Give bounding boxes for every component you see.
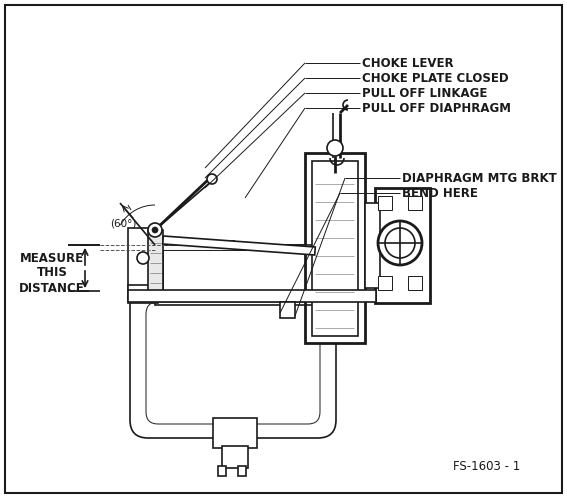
Bar	[378, 276, 392, 290]
Bar	[128, 290, 376, 302]
Polygon shape	[280, 302, 295, 318]
Bar	[238, 466, 246, 476]
Text: CHOKE LEVER: CHOKE LEVER	[362, 56, 454, 70]
Text: PULL OFF LINKAGE: PULL OFF LINKAGE	[362, 87, 488, 100]
Text: Open: Open	[228, 240, 259, 250]
Bar	[305, 153, 365, 343]
Bar	[213, 418, 257, 448]
Text: DIAPHRAGM MTG BRKT: DIAPHRAGM MTG BRKT	[402, 171, 557, 184]
Bar	[312, 161, 358, 336]
Polygon shape	[163, 236, 315, 255]
Bar	[365, 203, 380, 288]
FancyBboxPatch shape	[130, 287, 336, 438]
Bar	[222, 446, 248, 468]
Bar	[408, 196, 422, 210]
FancyBboxPatch shape	[146, 302, 320, 424]
Bar	[375, 188, 430, 303]
Text: BEND HERE: BEND HERE	[402, 186, 478, 200]
Text: CHOKE PLATE CLOSED: CHOKE PLATE CLOSED	[362, 72, 509, 85]
Text: MEASURE
THIS
DISTANCE: MEASURE THIS DISTANCE	[19, 251, 85, 294]
Bar	[378, 196, 392, 210]
Text: PULL OFF DIAPHRAGM: PULL OFF DIAPHRAGM	[362, 102, 511, 115]
Bar	[128, 228, 158, 288]
Circle shape	[207, 174, 217, 184]
Circle shape	[137, 252, 149, 264]
Bar	[155, 245, 340, 305]
Circle shape	[152, 227, 158, 233]
Bar	[163, 250, 333, 300]
Circle shape	[378, 221, 422, 265]
Bar	[128, 285, 158, 303]
Polygon shape	[148, 230, 163, 293]
Bar	[408, 276, 422, 290]
Bar	[218, 466, 226, 476]
Circle shape	[385, 228, 415, 258]
Circle shape	[148, 223, 162, 237]
Circle shape	[327, 140, 343, 156]
Text: (60°): (60°)	[110, 218, 137, 228]
Text: FS-1603 - 1: FS-1603 - 1	[453, 460, 520, 473]
Bar	[155, 245, 340, 305]
